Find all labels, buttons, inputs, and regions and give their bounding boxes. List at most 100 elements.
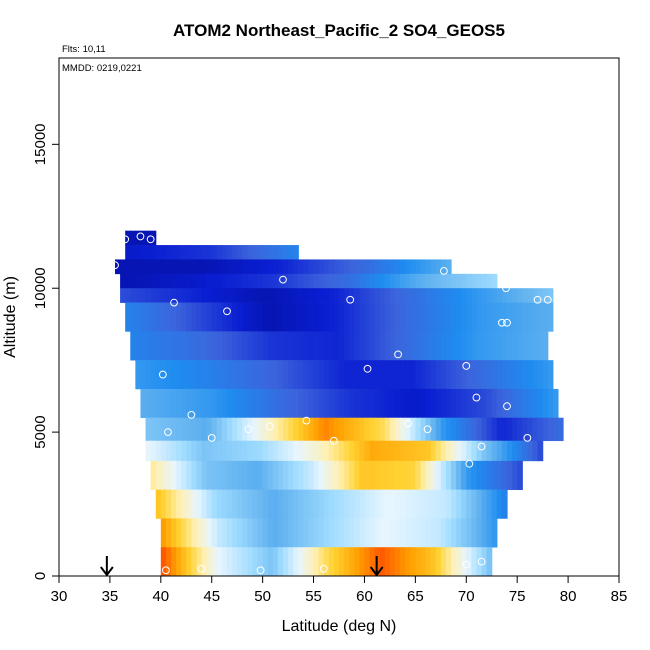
heatmap-cell bbox=[349, 331, 355, 361]
heatmap-cell bbox=[456, 489, 462, 519]
heatmap-cell bbox=[369, 331, 376, 361]
heatmap-cell bbox=[140, 288, 147, 303]
heatmap-cell bbox=[384, 273, 391, 289]
heatmap-cell bbox=[461, 273, 467, 289]
heatmap-cell bbox=[267, 489, 274, 519]
heatmap-cell bbox=[389, 302, 396, 332]
heatmap-cell bbox=[481, 331, 488, 361]
heatmap-cell bbox=[547, 360, 554, 390]
heatmap-cells bbox=[115, 230, 564, 577]
heatmap-cell bbox=[262, 460, 269, 490]
heatmap-cell bbox=[445, 460, 452, 490]
heatmap-cell bbox=[303, 273, 310, 289]
heatmap-cell bbox=[476, 460, 483, 490]
heatmap-cell bbox=[456, 302, 462, 332]
heatmap-cell bbox=[344, 259, 350, 275]
heatmap-cell bbox=[481, 360, 488, 390]
heatmap-cell bbox=[145, 230, 152, 246]
heatmap-cell bbox=[466, 302, 472, 332]
heatmap-cell bbox=[242, 245, 248, 260]
heatmap-cell bbox=[344, 302, 350, 332]
heatmap-cell bbox=[369, 288, 376, 303]
heatmap-cell bbox=[395, 518, 401, 548]
heatmap-cell bbox=[160, 489, 167, 519]
heatmap-cell bbox=[277, 360, 284, 390]
heatmap-cell bbox=[186, 547, 192, 577]
heatmap-cell bbox=[283, 245, 289, 260]
heatmap-cell bbox=[364, 388, 371, 419]
heatmap-cell bbox=[333, 388, 340, 419]
heatmap-cell bbox=[395, 440, 401, 462]
heatmap-cell bbox=[237, 360, 243, 390]
heatmap-cell bbox=[374, 273, 381, 289]
heatmap-cell bbox=[389, 417, 396, 442]
heatmap-cell bbox=[339, 273, 345, 289]
heatmap-cell bbox=[257, 259, 264, 275]
heatmap-cell bbox=[354, 417, 360, 442]
heatmap-cell bbox=[145, 273, 152, 289]
heatmap-cell bbox=[247, 547, 254, 577]
heatmap-cell bbox=[328, 518, 335, 548]
heatmap-cell bbox=[359, 518, 366, 548]
heatmap-cell bbox=[501, 288, 508, 303]
heatmap-cell bbox=[557, 417, 564, 442]
flights-label: Flts: 10,11 bbox=[62, 44, 106, 55]
heatmap-cell bbox=[471, 273, 478, 289]
heatmap-cell bbox=[420, 417, 427, 442]
heatmap-cell bbox=[150, 245, 157, 260]
heatmap-cell bbox=[262, 259, 269, 275]
heatmap-cell bbox=[237, 417, 243, 442]
heatmap-cell bbox=[191, 331, 198, 361]
heatmap-cell bbox=[155, 259, 162, 275]
heatmap-cell bbox=[344, 388, 350, 419]
heatmap-cell bbox=[181, 518, 187, 548]
heatmap-cell bbox=[415, 547, 422, 577]
heatmap-cell bbox=[445, 547, 452, 577]
heatmap-cell bbox=[333, 518, 340, 548]
heatmap-cell bbox=[262, 288, 269, 303]
heatmap-cell bbox=[313, 460, 320, 490]
heatmap-cell bbox=[359, 417, 366, 442]
heatmap-cell bbox=[389, 388, 396, 419]
heatmap-cell bbox=[293, 245, 299, 260]
heatmap-cell bbox=[384, 518, 391, 548]
heatmap-cell bbox=[389, 460, 396, 490]
heatmap-cell bbox=[440, 288, 447, 303]
observation-point bbox=[533, 295, 542, 304]
heatmap-cell bbox=[130, 302, 136, 332]
heatmap-cell bbox=[140, 273, 147, 289]
heatmap-cell bbox=[267, 460, 274, 490]
heatmap-cell bbox=[242, 460, 248, 490]
heatmap-cell bbox=[196, 518, 203, 548]
heatmap-cell bbox=[298, 388, 304, 419]
heatmap-cell bbox=[384, 259, 391, 275]
heatmap-cell bbox=[211, 440, 218, 462]
heatmap-cell bbox=[237, 388, 243, 419]
heatmap-cell bbox=[420, 460, 427, 490]
x-tick-label: 55 bbox=[305, 588, 322, 605]
heatmap-cell bbox=[130, 230, 136, 246]
heatmap-cell bbox=[181, 331, 187, 361]
heatmap-cell bbox=[364, 331, 371, 361]
heatmap-cell bbox=[486, 489, 493, 519]
heatmap-cell bbox=[293, 331, 299, 361]
heatmap-cell bbox=[542, 417, 549, 442]
heatmap-cell bbox=[491, 288, 498, 303]
heatmap-cell bbox=[237, 547, 243, 577]
observation-point bbox=[543, 295, 552, 304]
heatmap-cell bbox=[456, 547, 462, 577]
heatmap-cell bbox=[466, 331, 472, 361]
heatmap-cell bbox=[374, 489, 381, 519]
heatmap-cell bbox=[140, 245, 147, 260]
heatmap-cell bbox=[384, 331, 391, 361]
heatmap-cell bbox=[293, 259, 299, 275]
heatmap-cell bbox=[349, 489, 355, 519]
heatmap-cell bbox=[186, 489, 192, 519]
heatmap-cell bbox=[313, 489, 320, 519]
heatmap-cell bbox=[242, 360, 248, 390]
heatmap-cell bbox=[160, 518, 167, 548]
heatmap-cell bbox=[257, 288, 264, 303]
heatmap-cell bbox=[272, 547, 279, 577]
heatmap-cell bbox=[344, 273, 350, 289]
heatmap-cell bbox=[430, 302, 437, 332]
